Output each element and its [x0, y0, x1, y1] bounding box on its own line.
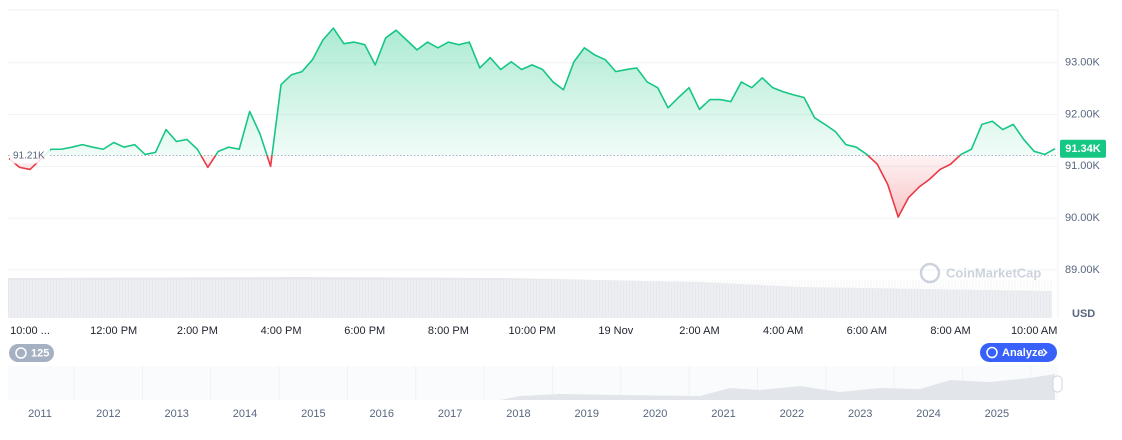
navigator-year: 2011: [28, 408, 52, 420]
price-area: [9, 28, 1056, 218]
baseline-label: 91.21K: [13, 151, 45, 162]
volume-band: [8, 277, 1052, 318]
y-tick-label: 91.00K: [1065, 160, 1101, 172]
navigator-year: 2014: [233, 408, 257, 420]
x-tick-label: 8:00 PM: [428, 325, 469, 337]
grid: 89.00K 90.00K 91.00K 92.00K 93.00K 10:00 ... 1…: [8, 57, 1101, 337]
volume-stripes: [9, 280, 1052, 318]
navigator-handle[interactable]: [1052, 375, 1063, 393]
navigator-years: 2011 2012 2013 2014 2015 2016 2017 2018 2019 2020…: [28, 408, 1009, 420]
analyze-bg: [980, 343, 1057, 362]
x-tick-label: 8:00 AM: [930, 325, 970, 337]
watermark: CoinMarketCap: [919, 262, 1041, 284]
current-label-bg: [1060, 139, 1106, 158]
baseline-label-bg: [10, 147, 50, 164]
x-tick-label: 2:00 AM: [679, 325, 719, 337]
navigator-year: 2019: [575, 408, 599, 420]
points-badge[interactable]: 125: [9, 344, 54, 362]
navigator-year: 2025: [985, 408, 1009, 420]
x-tick-label: 12:00 PM: [90, 325, 137, 337]
analyze-button[interactable]: Analyze: [980, 343, 1057, 362]
navigator-year: 2022: [780, 408, 804, 420]
price-line: [8, 27, 1056, 218]
navigator-year: 2023: [848, 408, 872, 420]
navigator-year: 2013: [164, 408, 188, 420]
x-tick-label: 4:00 AM: [763, 325, 803, 337]
navigator-year: 2017: [438, 408, 462, 420]
analyze-text: Analyze: [1002, 347, 1044, 359]
watermark-text: CoinMarketCap: [946, 265, 1041, 280]
x-tick-label: 10:00 AM: [1011, 325, 1057, 337]
navigator-year: 2015: [301, 408, 325, 420]
current-label: 91.34K: [1065, 143, 1101, 155]
x-tick-label: 10:00 PM: [509, 325, 556, 337]
badge-text: 125: [31, 347, 49, 359]
y-unit: USD: [1072, 308, 1095, 320]
navigator-year: 2016: [370, 408, 394, 420]
x-tick-label: 6:00 PM: [344, 325, 385, 337]
analyze-icon: [986, 346, 998, 359]
analyze-chevron: [1042, 348, 1048, 357]
navigator-year: 2020: [643, 408, 667, 420]
badge-icon: [15, 347, 27, 359]
navigator-year: 2018: [506, 408, 530, 420]
plot: 91.21K 91.34K: [8, 27, 1106, 218]
navigator-area: [8, 374, 1055, 400]
x-tick-label: 19 Nov: [598, 325, 633, 337]
x-tick-label: 4:00 PM: [261, 325, 302, 337]
y-tick-label: 92.00K: [1065, 108, 1101, 120]
navigator-year: 2021: [711, 408, 735, 420]
navigator-year: 2024: [916, 408, 940, 420]
navigator-year: 2012: [96, 408, 120, 420]
x-tick-label: 6:00 AM: [847, 325, 887, 337]
x-tick-label: 2:00 PM: [177, 325, 218, 337]
y-tick-label: 93.00K: [1065, 57, 1101, 69]
y-tick-label: 90.00K: [1065, 212, 1101, 224]
x-tick-label: 10:00 ...: [10, 325, 50, 337]
watermark-logo: [919, 262, 941, 284]
y-tick-label: 89.00K: [1065, 264, 1101, 276]
